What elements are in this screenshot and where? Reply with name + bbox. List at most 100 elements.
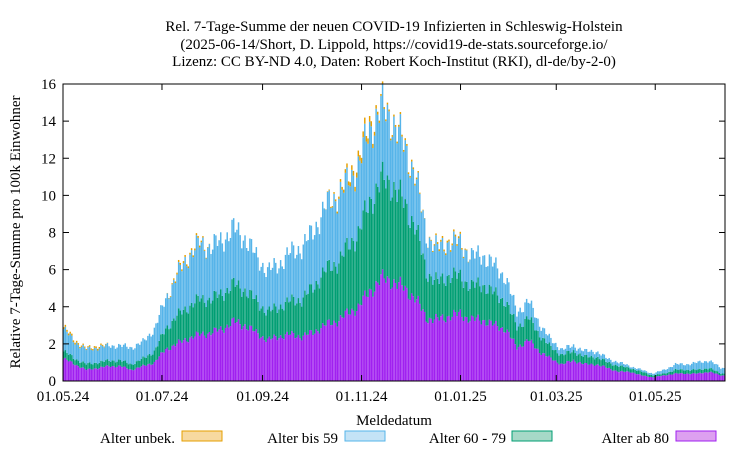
- bar-segment: [550, 345, 552, 358]
- bar-segment: [250, 239, 253, 291]
- bar-segment: [490, 256, 492, 287]
- bar-segment: [482, 320, 484, 381]
- bar-segment: [207, 247, 209, 301]
- bar-segment: [72, 340, 75, 343]
- bar-segment: [279, 335, 282, 381]
- bar-segment: [355, 172, 358, 178]
- bar-segment: [436, 317, 439, 381]
- bar-segment: [689, 370, 691, 375]
- bar-segment: [435, 235, 437, 273]
- bar-segment: [665, 373, 667, 376]
- bar-segment: [378, 192, 381, 286]
- bar-segment: [148, 363, 151, 381]
- bar-segment: [88, 346, 91, 363]
- bar-segment: [234, 323, 237, 381]
- bar-segment: [697, 373, 699, 381]
- bar-segment: [715, 373, 717, 381]
- bar-segment: [232, 218, 235, 278]
- bar-segment: [216, 297, 219, 332]
- bar-segment: [682, 373, 685, 381]
- bar-segment: [689, 374, 691, 381]
- bar-segment: [119, 365, 122, 381]
- legend-label: Alter unbek.: [100, 431, 175, 447]
- bar-segment: [516, 349, 518, 381]
- bar-segment: [207, 247, 209, 248]
- bar-segment: [606, 358, 609, 363]
- bar-segment: [645, 371, 648, 374]
- bar-segment: [82, 361, 84, 368]
- bar-segment: [323, 325, 326, 381]
- bar-segment: [381, 161, 384, 270]
- bar-segment: [517, 311, 520, 327]
- bar-segment: [483, 319, 486, 381]
- bar-segment: [503, 282, 505, 306]
- bar-segment: [658, 376, 661, 381]
- bar-segment: [304, 234, 306, 291]
- bar-segment: [252, 252, 254, 299]
- bar-segment: [362, 210, 364, 296]
- bar-segment: [326, 260, 329, 320]
- bar-segment: [692, 369, 695, 374]
- bar-segment: [341, 189, 343, 256]
- bar-segment: [574, 361, 576, 381]
- bar-segment: [449, 320, 452, 381]
- bar-segment: [399, 179, 402, 277]
- bar-segment: [610, 359, 612, 364]
- bar-segment: [142, 356, 144, 365]
- bar-segment: [529, 319, 531, 342]
- bar-segment: [218, 240, 220, 295]
- bar-segment: [389, 140, 392, 201]
- bar-segment: [613, 370, 615, 381]
- bar-segment: [427, 281, 429, 324]
- bar-segment: [459, 233, 462, 270]
- bar-segment: [330, 206, 332, 208]
- bar-segment: [67, 335, 70, 355]
- bar-segment: [606, 368, 609, 381]
- bar-segment: [407, 298, 410, 381]
- bar-segment: [412, 221, 415, 297]
- bar-segment: [514, 344, 517, 381]
- bar-segment: [121, 346, 123, 362]
- bar-segment: [454, 236, 457, 272]
- bar-segment: [137, 367, 139, 381]
- bar-segment: [624, 367, 627, 372]
- bar-segment: [639, 370, 641, 375]
- bar-segment: [347, 249, 350, 315]
- bar-segment: [122, 360, 125, 367]
- bar-segment: [508, 304, 510, 332]
- bar-segment: [380, 171, 382, 275]
- bar-segment: [386, 102, 389, 105]
- bar-segment: [336, 273, 339, 327]
- bar-segment: [330, 207, 332, 271]
- bar-segment: [226, 288, 228, 325]
- bar-segment: [161, 352, 164, 381]
- bar-segment: [177, 308, 180, 340]
- bar-segment: [504, 306, 507, 333]
- bar-segment: [566, 361, 568, 381]
- bar-segment: [443, 320, 445, 381]
- bar-segment: [373, 291, 376, 381]
- bar-segment: [111, 345, 114, 361]
- bar-segment: [129, 369, 131, 381]
- bar-segment: [444, 322, 447, 381]
- bar-segment: [495, 287, 497, 321]
- bar-segment: [422, 210, 424, 254]
- bar-segment: [72, 364, 75, 381]
- bar-segment: [84, 368, 86, 381]
- bar-segment: [90, 364, 92, 370]
- bar-segment: [105, 365, 107, 381]
- bar-segment: [80, 346, 83, 363]
- bar-segment: [572, 350, 575, 360]
- bar-segment: [472, 250, 474, 282]
- bar-segment: [161, 305, 164, 334]
- bar-segment: [422, 209, 424, 211]
- bar-segment: [357, 226, 360, 304]
- bar-segment: [192, 307, 194, 339]
- bar-segment: [320, 217, 322, 278]
- bar-segment: [372, 213, 374, 297]
- bar-segment: [697, 369, 699, 374]
- bar-segment: [362, 137, 364, 211]
- bar-segment: [166, 293, 169, 326]
- bar-segment: [673, 373, 675, 381]
- bar-segment: [351, 169, 353, 238]
